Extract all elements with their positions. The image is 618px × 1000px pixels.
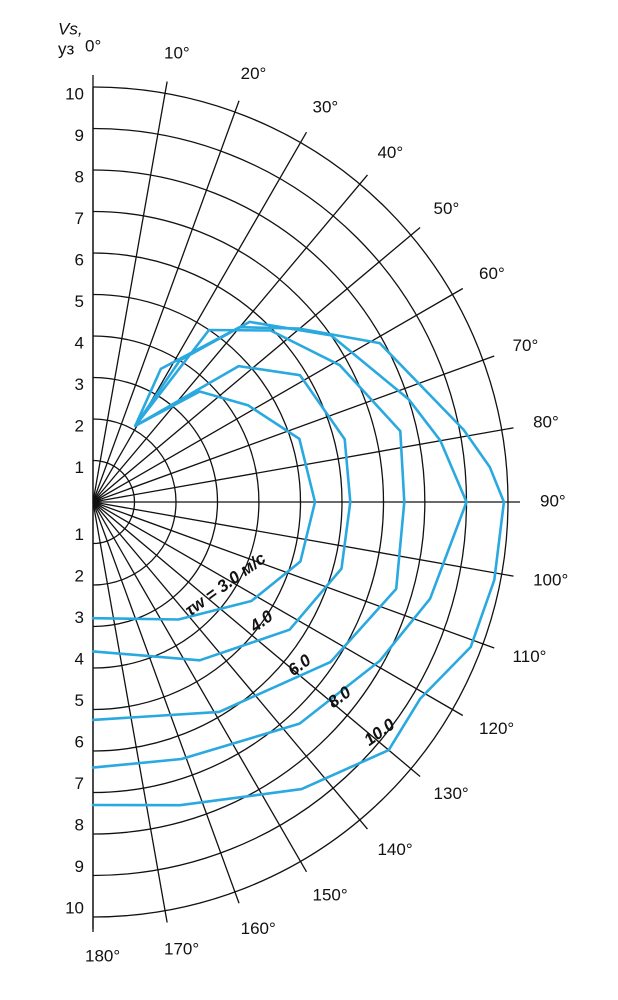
theta-tick-label: 30° xyxy=(313,97,339,116)
theta-tick-label: 50° xyxy=(434,199,460,218)
r-tick-label: 4 xyxy=(75,333,84,352)
r-tick-label: 8 xyxy=(75,167,84,186)
theta-tick-label: 80° xyxy=(533,412,559,431)
theta-tick-label: 110° xyxy=(513,647,547,666)
grid-radial xyxy=(92,100,240,503)
curve xyxy=(91,328,406,722)
r-tick-label: 8 xyxy=(75,815,84,834)
theta-tick-label: 60° xyxy=(479,264,505,283)
curve-label: 6.0 xyxy=(284,650,315,680)
grid-radial xyxy=(92,355,495,503)
theta-tick-label: 40° xyxy=(377,143,403,162)
axis-label: Vs, xyxy=(58,19,83,38)
grid-radial xyxy=(92,501,240,904)
theta-tick-label: 100° xyxy=(533,570,568,589)
grid-radial xyxy=(92,131,308,503)
r-tick-label: 5 xyxy=(75,691,84,710)
r-tick-label: 2 xyxy=(75,416,84,435)
grid-radial xyxy=(92,174,368,503)
grid-radial xyxy=(92,501,495,649)
curve xyxy=(91,320,468,769)
theta-tick-label: 0° xyxy=(85,36,101,55)
theta-tick-label: 10° xyxy=(164,43,190,62)
grid-radial xyxy=(92,81,168,503)
theta-tick-label: 130° xyxy=(434,784,469,803)
grid-radial xyxy=(92,501,421,777)
grid-radial xyxy=(92,501,308,873)
axis-label: уз xyxy=(58,39,75,58)
r-tick-label: 2 xyxy=(75,566,84,585)
theta-tick-label: 160° xyxy=(241,919,276,938)
r-tick-label: 7 xyxy=(75,209,84,228)
theta-tick-label: 140° xyxy=(377,840,412,859)
theta-tick-label: 120° xyxy=(479,719,514,738)
r-tick-label: 10 xyxy=(65,84,84,103)
curve-label: 8.0 xyxy=(324,682,355,712)
r-tick-label: 9 xyxy=(75,126,84,145)
theta-tick-label: 20° xyxy=(241,64,267,83)
curve xyxy=(91,390,317,621)
r-tick-label: 4 xyxy=(75,649,84,668)
r-tick-label: 10 xyxy=(65,898,84,917)
r-tick-label: 5 xyxy=(75,292,84,311)
theta-tick-label: 180° xyxy=(85,946,120,965)
curve xyxy=(91,364,352,662)
grid-radial xyxy=(92,501,168,923)
theta-tick-label: 90° xyxy=(540,491,566,510)
theta-tick-label: 170° xyxy=(164,940,199,959)
grid-radial xyxy=(92,427,514,503)
r-tick-label: 9 xyxy=(75,857,84,876)
curve-label: τw = 3.0 м/с xyxy=(182,548,270,619)
r-tick-label: 1 xyxy=(75,525,84,544)
theta-tick-label: 70° xyxy=(513,336,539,355)
r-tick-label: 7 xyxy=(75,774,84,793)
grid-radial xyxy=(92,501,464,717)
curve xyxy=(91,325,506,807)
grid-radial xyxy=(92,501,368,830)
r-tick-label: 1 xyxy=(75,458,84,477)
theta-tick-label: 150° xyxy=(313,886,348,905)
grid-radial xyxy=(92,287,464,503)
r-tick-label: 3 xyxy=(75,375,84,394)
grid-radial xyxy=(92,227,421,503)
curve-label: 4.0 xyxy=(245,606,277,636)
r-tick-label: 6 xyxy=(75,250,84,269)
r-tick-label: 6 xyxy=(75,732,84,751)
r-tick-label: 3 xyxy=(75,608,84,627)
